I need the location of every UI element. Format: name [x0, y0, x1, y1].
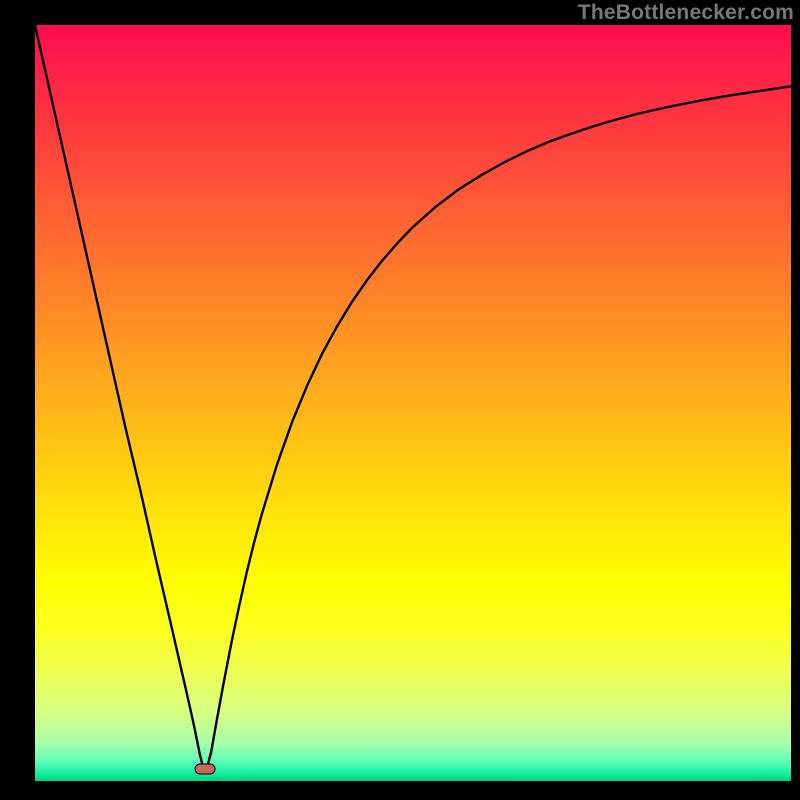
minimum-marker [195, 763, 216, 774]
watermark-text: TheBottlenecker.com [578, 0, 800, 25]
plot-area [35, 25, 791, 773]
bottleneck-curve [35, 25, 791, 773]
chart-frame: TheBottlenecker.com [0, 0, 800, 800]
curve-path [35, 25, 791, 769]
